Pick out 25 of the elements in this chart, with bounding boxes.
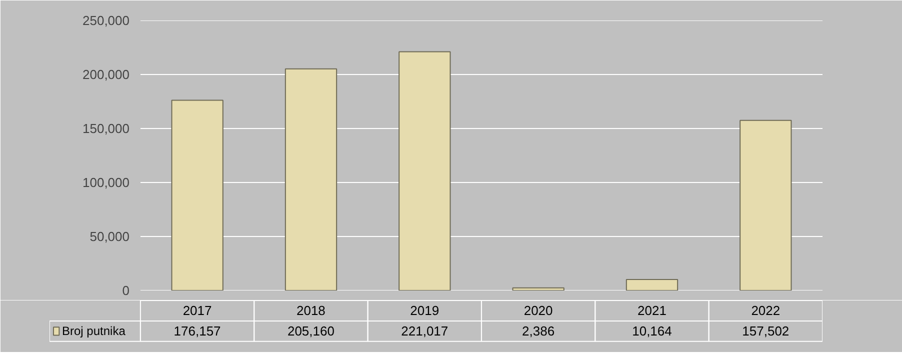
data-label: 10,164 xyxy=(632,324,672,339)
data-label: 221,017 xyxy=(401,324,448,339)
y-tick-label: 200,000 xyxy=(82,67,130,82)
x-tick-label: 2021 xyxy=(638,303,666,318)
bar xyxy=(740,120,792,290)
data-label: 2,386 xyxy=(522,324,555,339)
y-tick-label: 250,000 xyxy=(82,13,130,28)
bar xyxy=(398,51,451,290)
x-tick-label: 2017 xyxy=(182,303,212,318)
x-tick-label: 2020 xyxy=(524,303,553,318)
y-tick-label: 0 xyxy=(122,283,130,298)
data-label: 157,502 xyxy=(742,324,790,339)
bar xyxy=(284,68,338,290)
y-tick-label: 150,000 xyxy=(82,121,130,136)
bar xyxy=(171,100,224,290)
y-tick-label: 50,000 xyxy=(90,229,130,244)
data-label: 176,157 xyxy=(174,324,221,339)
x-tick-label: 2019 xyxy=(410,303,440,318)
bar xyxy=(626,279,678,290)
legend-label: Broj putnika xyxy=(62,324,126,338)
bar xyxy=(512,287,564,290)
data-label: 205,160 xyxy=(287,324,334,339)
y-tick-label: 100,000 xyxy=(82,175,130,190)
x-tick-label: 2022 xyxy=(751,303,780,318)
x-tick-label: 2018 xyxy=(296,303,326,318)
